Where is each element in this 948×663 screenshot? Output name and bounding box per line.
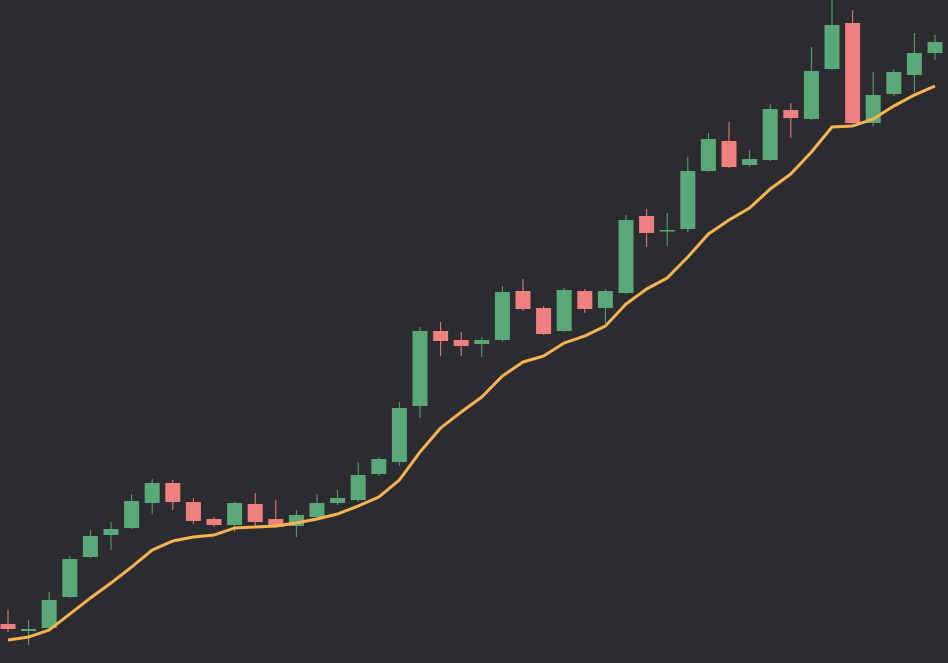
candle-body <box>927 42 943 53</box>
candle-body <box>659 230 675 232</box>
candle-body <box>412 331 428 406</box>
candle-body <box>494 292 510 340</box>
moving-average-line <box>7 84 936 642</box>
candle-body <box>165 483 181 502</box>
candle-body <box>62 559 78 597</box>
candle-body <box>824 25 840 69</box>
candle-body <box>309 503 325 517</box>
candle-body <box>845 23 861 123</box>
candle-body <box>536 308 552 334</box>
candle-body <box>124 501 140 528</box>
candle-body <box>597 291 613 308</box>
candle-body <box>268 519 284 527</box>
candle-body <box>906 53 922 75</box>
candle-body <box>453 340 469 346</box>
candle-body <box>330 498 346 503</box>
candle-body <box>639 216 655 233</box>
candle-body <box>350 475 366 500</box>
candle-body <box>577 291 593 309</box>
candle-body <box>742 159 758 165</box>
candle-body <box>247 504 263 522</box>
candle-body <box>680 171 696 229</box>
candle-body <box>556 290 572 331</box>
candle-body <box>0 624 16 629</box>
candle-body <box>886 72 902 94</box>
candle-body <box>474 340 490 344</box>
candle-body <box>721 141 737 167</box>
candle-body <box>185 502 201 521</box>
candle-body <box>41 600 57 628</box>
candle-body <box>783 110 799 118</box>
candle-body <box>21 629 37 631</box>
candle-body <box>803 71 819 119</box>
candle-body <box>206 519 222 525</box>
candle-body <box>700 139 716 171</box>
candle-body <box>82 536 98 557</box>
candle-body <box>103 529 119 535</box>
candle-body <box>515 291 531 309</box>
candle-body <box>618 220 634 293</box>
candle-body <box>144 483 160 503</box>
candle-body <box>433 331 449 341</box>
candle-body <box>762 109 778 160</box>
candle-body <box>288 515 304 526</box>
candle-body <box>371 459 387 474</box>
candle-body <box>391 408 407 462</box>
candle-body <box>227 503 243 525</box>
